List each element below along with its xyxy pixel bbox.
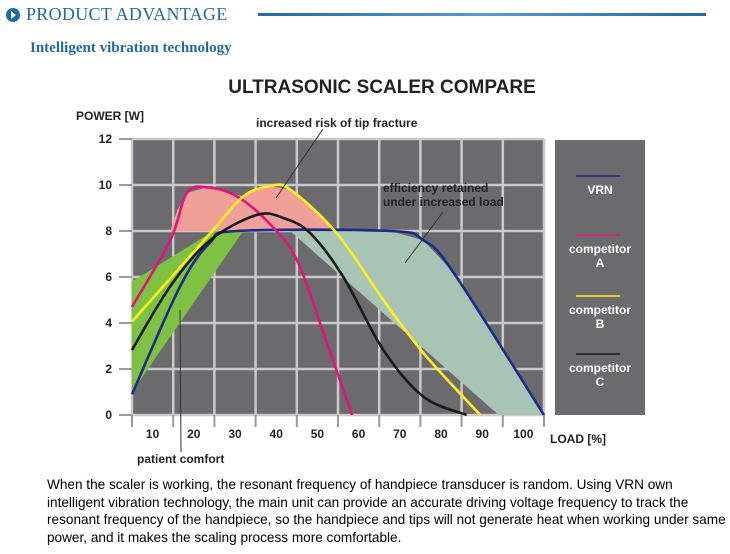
series-line-competitor-a — [130, 185, 354, 416]
y-tick-label: 4 — [105, 316, 112, 330]
y-tick-label: 12 — [99, 132, 113, 146]
legend-label: VRN — [587, 183, 612, 197]
annotation-efficiency-line2: under increased load — [383, 195, 504, 209]
y-tick-label: 0 — [105, 408, 112, 422]
section-title: PRODUCT ADVANTAGE — [26, 4, 228, 24]
section-header: PRODUCT ADVANTAGE — [6, 4, 228, 25]
series-line-competitor-b — [131, 183, 482, 416]
series-line-competitor-c — [130, 212, 468, 417]
header-divider — [258, 13, 706, 16]
x-axis-label: LOAD [%] — [550, 432, 606, 446]
description-paragraph: When the scaler is working, the resonant… — [47, 477, 726, 545]
section-subtitle: Intelligent vibration technology — [30, 40, 232, 56]
play-circle-icon — [6, 7, 20, 22]
x-tick-label: 10 — [146, 427, 160, 441]
annotation-tip-fracture: increased risk of tip fracture — [256, 116, 418, 130]
x-tick-label: 90 — [476, 427, 490, 441]
y-tick-label: 6 — [105, 270, 112, 284]
x-tick-label: 40 — [270, 427, 284, 441]
legend-label: competitor — [569, 361, 631, 375]
annotation-patient-comfort: patient comfort — [137, 452, 224, 466]
x-tick-label: 60 — [352, 427, 366, 441]
x-tick-label: 70 — [393, 427, 407, 441]
chart: ULTRASONIC SCALER COMPARE POWER [W] LOAD… — [76, 77, 645, 466]
tip-fracture-leader — [275, 128, 324, 199]
legend-label: A — [596, 256, 605, 270]
y-tick-label: 8 — [105, 224, 112, 238]
legend-label: competitor — [569, 242, 631, 256]
legend-label: B — [596, 317, 605, 331]
x-tick-label: 30 — [228, 427, 242, 441]
x-tick-label: 50 — [311, 427, 325, 441]
efficiency-leader — [404, 211, 444, 264]
comfort-leader — [179, 309, 182, 453]
legend — [555, 140, 645, 415]
chart-title: ULTRASONIC SCALER COMPARE — [228, 77, 536, 98]
x-tick-label: 100 — [513, 427, 533, 441]
y-tick-label: 10 — [99, 178, 113, 192]
y-axis-label: POWER [W] — [76, 109, 144, 123]
y-tick-label: 2 — [105, 362, 112, 376]
region-patient-comfort — [132, 231, 244, 392]
legend-label: C — [596, 375, 605, 389]
legend-label: competitor — [569, 303, 631, 317]
annotation-efficiency-line1: efficiency retained — [383, 181, 488, 195]
x-tick-label: 80 — [434, 427, 448, 441]
x-tick-label: 20 — [187, 427, 201, 441]
region-efficiency-retained-under-increased-load — [290, 231, 544, 415]
